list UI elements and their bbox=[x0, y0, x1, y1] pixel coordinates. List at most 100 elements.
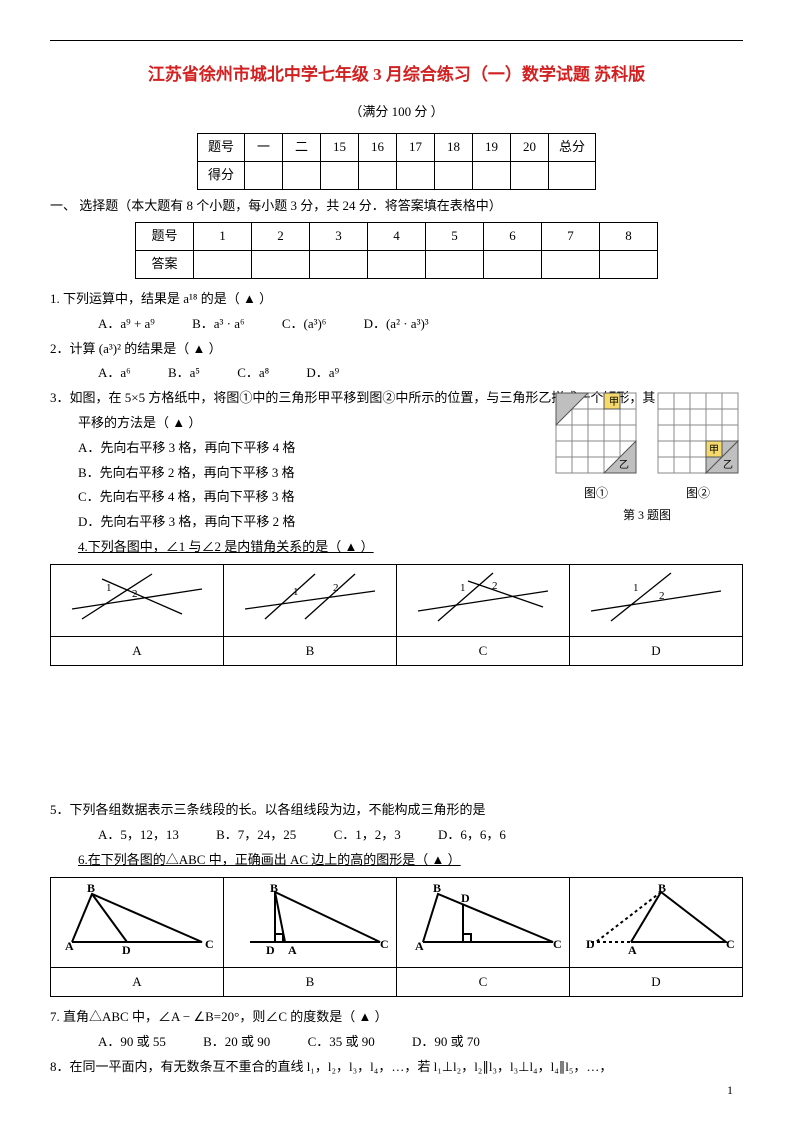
q5-opt-a: A．5，12，13 bbox=[98, 825, 179, 846]
q1-opt-d: D．(a² · a³)³ bbox=[364, 314, 429, 335]
svg-text:D: D bbox=[461, 891, 470, 905]
table-row: 题号 1 2 3 4 5 6 7 8 bbox=[136, 223, 658, 251]
ans-col: 1 bbox=[194, 223, 252, 251]
vertical-gap bbox=[50, 676, 743, 796]
score-col: 20 bbox=[511, 133, 549, 161]
q3-block: 3．如图，在 5×5 方格纸中，将图①中的三角形甲平移到图②中所示的位置，与三角… bbox=[50, 388, 743, 533]
q7-opt-c: C．35 或 90 bbox=[308, 1032, 375, 1053]
ans-row-label: 答案 bbox=[136, 251, 194, 279]
q2-options: A．a⁶ B．a⁵ C．a⁸ D．a⁹ bbox=[50, 363, 743, 384]
score-row-label: 得分 bbox=[197, 161, 244, 189]
svg-text:B: B bbox=[433, 882, 441, 895]
svg-text:1: 1 bbox=[293, 586, 299, 598]
svg-text:A: A bbox=[65, 939, 74, 953]
q1-opt-a: A．a⁹ + a⁹ bbox=[98, 314, 155, 335]
score-col: 二 bbox=[283, 133, 321, 161]
svg-text:D: D bbox=[586, 937, 595, 951]
q6-fig-b: B A D C bbox=[224, 877, 397, 967]
q5-options: A．5，12，13 B．7，24，25 C．1，2，3 D．6，6，6 bbox=[50, 825, 743, 846]
q6-stem: 6.在下列各图的△ABC 中，正确画出 AC 边上的高的图形是（ ▲ ） bbox=[50, 850, 743, 871]
svg-text:A: A bbox=[288, 943, 297, 956]
answer-table: 题号 1 2 3 4 5 6 7 8 答案 bbox=[135, 222, 658, 279]
q1-options: A．a⁹ + a⁹ B．a³ · a⁶ C．(a³)⁶ D．(a² · a³)³ bbox=[50, 314, 743, 335]
svg-text:乙: 乙 bbox=[619, 459, 629, 471]
svg-text:D: D bbox=[122, 943, 131, 956]
q5-opt-d: D．6，6，6 bbox=[438, 825, 506, 846]
score-col: 一 bbox=[245, 133, 283, 161]
q3-grid2-icon: 甲 乙 bbox=[653, 388, 743, 478]
score-col: 总分 bbox=[549, 133, 596, 161]
q2-stem: 2．计算 (a³)² 的结果是（ ▲ ） bbox=[50, 339, 743, 360]
svg-text:甲: 甲 bbox=[709, 445, 719, 456]
q2-opt-d: D．a⁹ bbox=[306, 363, 339, 384]
table-row: 题号 一 二 15 16 17 18 19 20 总分 bbox=[197, 133, 595, 161]
svg-text:A: A bbox=[415, 939, 424, 953]
svg-text:1: 1 bbox=[460, 582, 466, 594]
score-row-label: 题号 bbox=[197, 133, 244, 161]
ans-col: 2 bbox=[252, 223, 310, 251]
q7-opt-b: B．20 或 90 bbox=[203, 1032, 270, 1053]
q6-fig-d: B A D C bbox=[570, 877, 743, 967]
svg-text:甲: 甲 bbox=[609, 397, 619, 408]
table-row: 答案 bbox=[136, 251, 658, 279]
score-table: 题号 一 二 15 16 17 18 19 20 总分 得分 bbox=[197, 133, 596, 190]
svg-text:1: 1 bbox=[106, 582, 112, 594]
q6-lab-b: B bbox=[224, 967, 397, 997]
ans-col: 5 bbox=[426, 223, 484, 251]
q4-lab-d: D bbox=[570, 636, 743, 666]
svg-text:B: B bbox=[270, 882, 278, 895]
q4-fig-c: 12 bbox=[397, 564, 570, 636]
q3-caption: 第 3 题图 bbox=[551, 506, 743, 525]
score-col: 19 bbox=[473, 133, 511, 161]
q1-opt-c: C．(a³)⁶ bbox=[282, 314, 327, 335]
q4-fig-d: 12 bbox=[570, 564, 743, 636]
q3-figures: 甲 乙 图① 甲 bbox=[551, 388, 743, 525]
q5-stem: 5．下列各组数据表示三条线段的长。以各组线段为边，不能构成三角形的是 bbox=[50, 800, 743, 821]
q4-table: 12 12 12 12 bbox=[50, 564, 743, 667]
q2-opt-a: A．a⁶ bbox=[98, 363, 131, 384]
q6-lab-a: A bbox=[51, 967, 224, 997]
q4-stem: 4.下列各图中，∠1 与∠2 是内错角关系的是（ ▲ ） bbox=[50, 537, 743, 558]
q6-lab-c: C bbox=[397, 967, 570, 997]
svg-text:2: 2 bbox=[659, 590, 665, 602]
q7-options: A．90 或 55 B．20 或 90 C．35 或 90 D．90 或 70 bbox=[50, 1032, 743, 1053]
top-rule bbox=[50, 40, 743, 41]
table-row: 得分 bbox=[197, 161, 595, 189]
section-heading: 一、 选择题（本大题有 8 个小题，每小题 3 分，共 24 分．将答案填在表格… bbox=[50, 196, 743, 217]
q2-opt-c: C．a⁸ bbox=[237, 363, 269, 384]
q8-stem: 8．在同一平面内，有无数条互不重合的直线 l₁，l₂，l₃，l₄，…，若 l₁⊥… bbox=[50, 1057, 743, 1078]
ans-col: 8 bbox=[600, 223, 658, 251]
svg-text:C: C bbox=[205, 937, 214, 951]
svg-text:C: C bbox=[726, 937, 735, 951]
score-col: 16 bbox=[359, 133, 397, 161]
page-title: 江苏省徐州市城北中学七年级 3 月综合练习（一）数学试题 苏科版 bbox=[50, 61, 743, 88]
q7-opt-a: A．90 或 55 bbox=[98, 1032, 166, 1053]
q5-opt-c: C．1，2，3 bbox=[334, 825, 401, 846]
svg-text:乙: 乙 bbox=[723, 459, 733, 471]
q6-lab-d: D bbox=[570, 967, 743, 997]
svg-text:2: 2 bbox=[333, 582, 339, 594]
q4-lab-a: A bbox=[51, 636, 224, 666]
score-col: 18 bbox=[435, 133, 473, 161]
full-score: （满分 100 分 ） bbox=[50, 102, 743, 123]
q7-opt-d: D．90 或 70 bbox=[412, 1032, 480, 1053]
q3-grid1-icon: 甲 乙 bbox=[551, 388, 641, 478]
q3-fig2-label: 图② bbox=[653, 484, 743, 503]
svg-text:D: D bbox=[266, 943, 275, 956]
svg-text:1: 1 bbox=[633, 582, 639, 594]
q1-stem: 1. 下列运算中，结果是 a¹⁸ 的是（ ▲ ） bbox=[50, 289, 743, 310]
page-number: 1 bbox=[727, 1081, 733, 1100]
svg-text:2: 2 bbox=[132, 588, 138, 600]
score-col: 17 bbox=[397, 133, 435, 161]
q6-fig-a: B A D C bbox=[51, 877, 224, 967]
ans-col: 4 bbox=[368, 223, 426, 251]
ans-col: 6 bbox=[484, 223, 542, 251]
q4-fig-b: 12 bbox=[224, 564, 397, 636]
q4-lab-b: B bbox=[224, 636, 397, 666]
svg-text:C: C bbox=[553, 937, 562, 951]
ans-col: 7 bbox=[542, 223, 600, 251]
q4-fig-a: 12 bbox=[51, 564, 224, 636]
ans-col: 3 bbox=[310, 223, 368, 251]
q5-opt-b: B．7，24，25 bbox=[216, 825, 296, 846]
q2-opt-b: B．a⁵ bbox=[168, 363, 200, 384]
